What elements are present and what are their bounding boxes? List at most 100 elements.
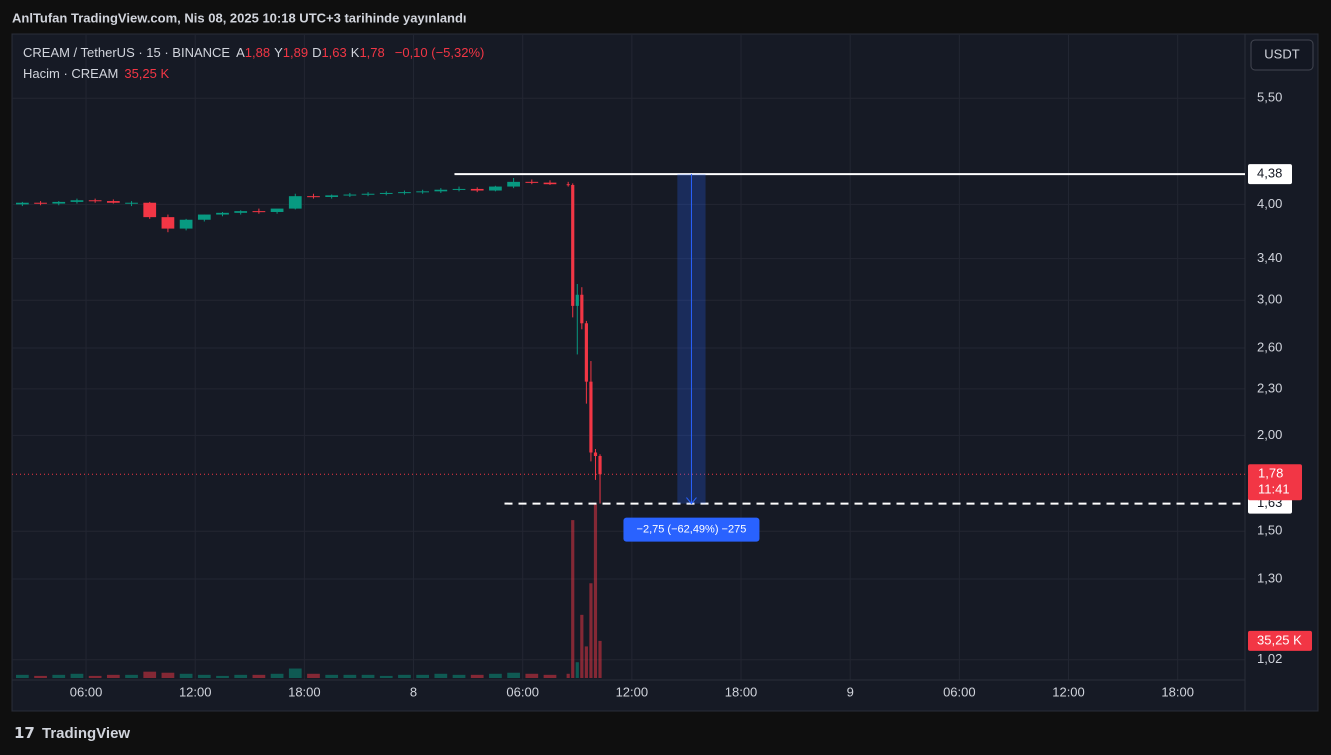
ohlc: A 1,88 Y 1,89 D 1,63 K 1,78 (236, 45, 389, 60)
candle-body (343, 194, 357, 196)
volume-bar (234, 674, 248, 678)
volume-bar (270, 673, 284, 678)
candle-body (125, 202, 138, 204)
x-tick-label: 8 (410, 684, 417, 699)
y-tick-label: 5,50 (1257, 90, 1282, 105)
candle-body (52, 201, 66, 204)
candle-body (161, 217, 175, 229)
volume-bar (307, 673, 320, 678)
volume-bar (197, 674, 211, 678)
candle-body (325, 195, 339, 197)
change: −0,10 (−5,32%) (394, 45, 485, 60)
volume-label: 35,25 K (1257, 632, 1302, 647)
y-tick-label: 1,50 (1257, 523, 1282, 538)
candle-body (270, 208, 284, 212)
candle-body (416, 191, 430, 193)
volume-bar (593, 504, 598, 678)
x-tick-label: 18:00 (288, 684, 321, 699)
price-label: 4,38 (1257, 166, 1282, 181)
volume-bar (598, 640, 602, 678)
candle-body (70, 200, 84, 202)
ohlc-key: K (350, 45, 360, 60)
volume-bar (179, 673, 193, 678)
volume-bar (507, 672, 520, 678)
x-tick-label: 06:00 (70, 684, 103, 699)
candle-body (507, 181, 520, 187)
volume-bar (398, 674, 411, 678)
x-tick-label: 12:00 (1052, 684, 1085, 699)
countdown-label: 11:41 (1258, 482, 1290, 497)
candle-body (34, 202, 47, 204)
last-price-label: 1,78 (1258, 466, 1283, 481)
candle-body (252, 211, 266, 213)
candle-body (143, 202, 157, 218)
candle-body (452, 188, 466, 190)
ohlc-key: Y (274, 45, 283, 60)
volume-bar (543, 674, 557, 678)
candle-body (88, 200, 102, 202)
legend: CREAM / TetherUS · 15 · BINANCE A 1,88 Y 1,… (23, 45, 484, 60)
candle-body (598, 456, 602, 475)
volume-bar (143, 671, 157, 678)
grid (12, 35, 1245, 680)
candle-body (307, 196, 320, 198)
price-label-bg (1248, 164, 1292, 185)
volume-bar (252, 674, 266, 678)
volume-bar (379, 675, 393, 678)
candle-body (234, 211, 248, 213)
volume-bar (525, 673, 539, 678)
y-tick-label: 1,02 (1257, 651, 1282, 666)
volume-bar (416, 674, 430, 678)
ohlc-value: 1,78 (359, 45, 385, 60)
x-tick-label: 12:00 (616, 684, 649, 699)
x-tick-label: 9 (847, 684, 854, 699)
volume-bar (288, 668, 302, 678)
volume-value: 35,25 K (124, 66, 170, 81)
volume-bar (325, 674, 339, 678)
volume-bar (434, 673, 448, 678)
measure-label: −2,75 (−62,49%) −275 (637, 523, 747, 535)
currency[interactable]: USDT (1264, 46, 1299, 61)
y-tick-label: 2,60 (1257, 339, 1282, 354)
ohlc-value: 1,88 (244, 45, 271, 60)
candle-body (216, 212, 229, 215)
y-tick-label: 3,40 (1257, 250, 1282, 265)
volume-bar (571, 520, 575, 678)
volume-bar (566, 673, 570, 678)
volume-bar (470, 674, 484, 678)
candle-body (106, 201, 120, 203)
measure-arrowhead (686, 497, 697, 505)
candle-body (197, 214, 211, 220)
volume-bar (106, 674, 120, 678)
candle-body (288, 196, 302, 209)
candle-body (575, 294, 579, 306)
volume-bar (361, 674, 375, 678)
currency-button[interactable] (1250, 39, 1314, 71)
x-tick-label: 18:00 (725, 684, 758, 699)
y-tick-label: 1,30 (1257, 570, 1282, 585)
publisher: AnlTufan TradingView.com, Nis 08, 2025 1… (12, 10, 467, 25)
candle-body (580, 294, 584, 324)
candle-body (566, 184, 570, 186)
candle-body (179, 219, 193, 229)
y-tick-label: 2,00 (1257, 427, 1282, 442)
symbol: CREAM / TetherUS · 15 · BINANCE (23, 45, 231, 60)
x-tick-label: 06:00 (506, 684, 539, 699)
brand: TradingView (42, 725, 130, 742)
x-tick-label: 12:00 (179, 684, 212, 699)
volume-bar (125, 674, 138, 678)
candle-body (525, 181, 539, 183)
volume-bar (88, 675, 102, 678)
y-tick-label: 3,00 (1257, 292, 1282, 307)
volume-bar (580, 614, 584, 678)
chart-frame (11, 33, 1319, 712)
candle-body (589, 381, 593, 453)
candle-body (16, 202, 29, 205)
volume-bar (575, 662, 579, 678)
volume-bar (16, 674, 29, 678)
candle-body (543, 182, 557, 185)
ohlc-key: A (236, 45, 245, 60)
volume-title: Hacim · CREAM (23, 66, 119, 81)
